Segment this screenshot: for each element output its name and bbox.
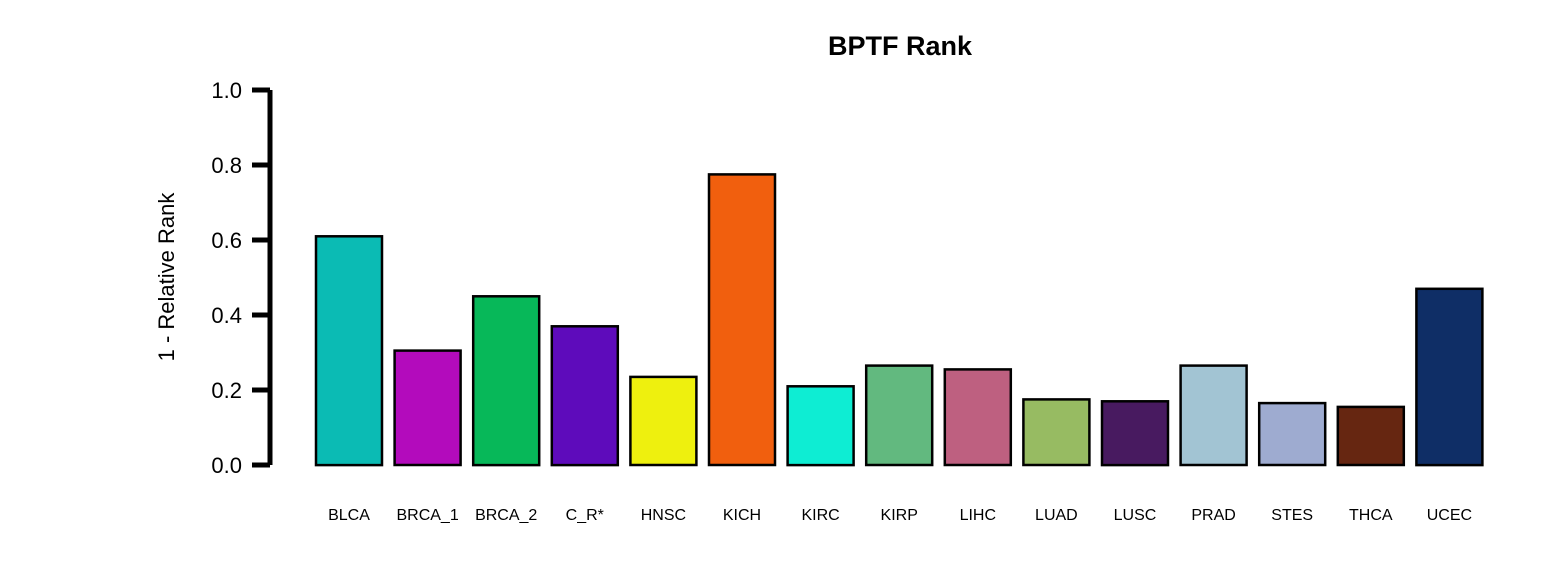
y-tick-label: 0.8 (211, 153, 242, 178)
y-axis: 0.0 0.2 0.4 0.6 0.8 1.0 (211, 78, 273, 478)
y-tick-label: 1.0 (211, 78, 242, 103)
x-tick-label: THCA (1349, 507, 1393, 524)
x-tick-label: BRCA_1 (396, 507, 458, 524)
bar-kirc (786, 385, 855, 467)
x-tick-label: BRCA_2 (475, 507, 537, 524)
x-tick-label: LIHC (960, 507, 996, 524)
bar-lusc (1100, 400, 1170, 467)
bar-blca (314, 235, 384, 467)
x-tick-label: LUAD (1035, 507, 1078, 524)
x-tick-label: KIRC (801, 507, 839, 524)
bar-prad (1179, 364, 1248, 467)
chart-title: BPTF Rank (828, 31, 973, 61)
y-tick-label: 0.4 (211, 303, 242, 328)
x-tick-label: STES (1271, 507, 1313, 524)
y-axis-label: 1 - Relative Rank (154, 192, 179, 362)
bar-kirp (864, 364, 934, 467)
bar-brca-1 (393, 349, 462, 467)
bar-stes (1257, 401, 1327, 467)
x-tick-label: HNSC (641, 507, 686, 524)
y-tick-label: 0.0 (211, 453, 242, 478)
bar-ucec (1415, 287, 1484, 467)
x-tick-label: LUSC (1114, 507, 1157, 524)
bar-thca (1336, 405, 1406, 467)
bar-hnsc (629, 375, 698, 467)
x-tick-label: PRAD (1191, 507, 1235, 524)
bar-kich (707, 173, 777, 467)
bar-brca-2 (471, 295, 541, 467)
x-axis-tick-labels: BLCA BRCA_1 BRCA_2 C_R* HNSC KICH KIRC KIRP LIHC… (328, 507, 1472, 524)
y-tick-label: 0.2 (211, 378, 242, 403)
bar-c-r (550, 325, 620, 467)
x-tick-label: C_R* (566, 507, 604, 524)
x-tick-label: BLCA (328, 507, 370, 524)
bar-lihc (943, 368, 1013, 467)
bars (314, 173, 1484, 467)
x-tick-label: UCEC (1427, 507, 1472, 524)
x-tick-label: KICH (723, 507, 761, 524)
bar-luad (1022, 398, 1091, 467)
y-tick-label: 0.6 (211, 228, 242, 253)
x-tick-label: KIRP (881, 507, 918, 524)
